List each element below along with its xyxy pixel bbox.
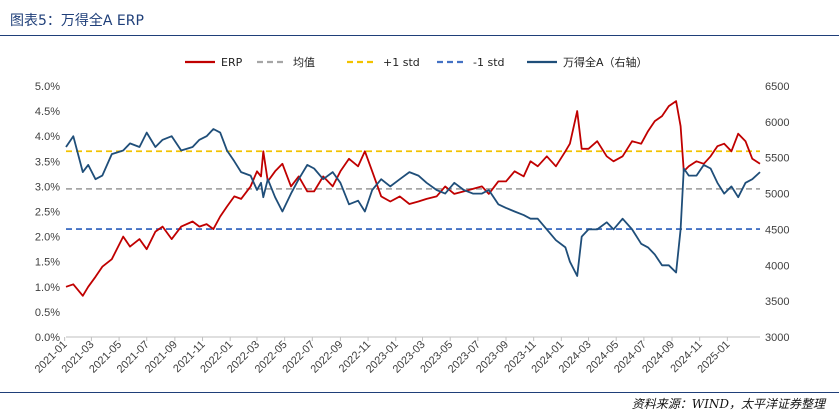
y-left-tick-label: 1.5% xyxy=(35,257,60,269)
y-left-tick-label: 5.0% xyxy=(35,81,60,93)
y-left-tick-label: 0.5% xyxy=(35,307,60,319)
y-left-tick-label: 0.0% xyxy=(35,332,60,344)
y-right-tick-label: 5000 xyxy=(765,189,789,201)
legend-label: -1 std xyxy=(473,56,505,69)
y-right-tick-label: 3500 xyxy=(765,296,789,308)
index-series-line xyxy=(65,128,761,277)
y-left-tick-label: 4.5% xyxy=(35,106,60,118)
y-left-tick-label: 1.0% xyxy=(35,282,60,294)
y-left-tick-label: 3.0% xyxy=(35,181,60,193)
legend: ERP 均值 +1 std -1 std 万得全A（右轴） xyxy=(185,55,648,69)
legend-label: 万得全A（右轴） xyxy=(563,55,648,69)
bottom-rule xyxy=(0,392,839,393)
y-right-tick-label: 3000 xyxy=(765,332,789,344)
chart-title: 图表5：万得全A ERP xyxy=(10,13,144,29)
series-layer xyxy=(65,100,761,297)
y-left-tick-label: 2.5% xyxy=(35,207,60,219)
erp-series-line xyxy=(65,100,761,297)
y-axis-left: 0.0% 0.5% 1.0% 1.5% 2.0% 2.5% 3.0% 3.5% 4.0% 4.5%… xyxy=(35,81,60,344)
y-left-tick-label: 3.5% xyxy=(35,156,60,168)
y-right-tick-label: 6000 xyxy=(765,117,789,129)
y-right-tick-label: 4500 xyxy=(765,224,789,236)
legend-label: 均值 xyxy=(293,56,315,69)
legend-label: +1 std xyxy=(383,56,420,69)
source-note: 资料来源：WIND，太平洋证券整理 xyxy=(631,397,825,411)
y-left-tick-label: 4.0% xyxy=(35,131,60,143)
x-axis: 2021-012021-032021-052021-072021-092021-… xyxy=(33,337,732,376)
reference-lines xyxy=(66,150,760,230)
legend-label: ERP xyxy=(221,56,243,69)
y-right-tick-label: 5500 xyxy=(765,153,789,165)
y-axis-right: 3000 3500 4000 4500 5000 5500 6000 6500 xyxy=(765,81,789,344)
title-rule xyxy=(0,35,839,36)
y-right-tick-label: 6500 xyxy=(765,81,789,93)
title-bar: 图表5：万得全A ERP xyxy=(0,0,839,36)
y-left-tick-label: 2.0% xyxy=(35,232,60,244)
y-right-tick-label: 4000 xyxy=(765,260,789,272)
